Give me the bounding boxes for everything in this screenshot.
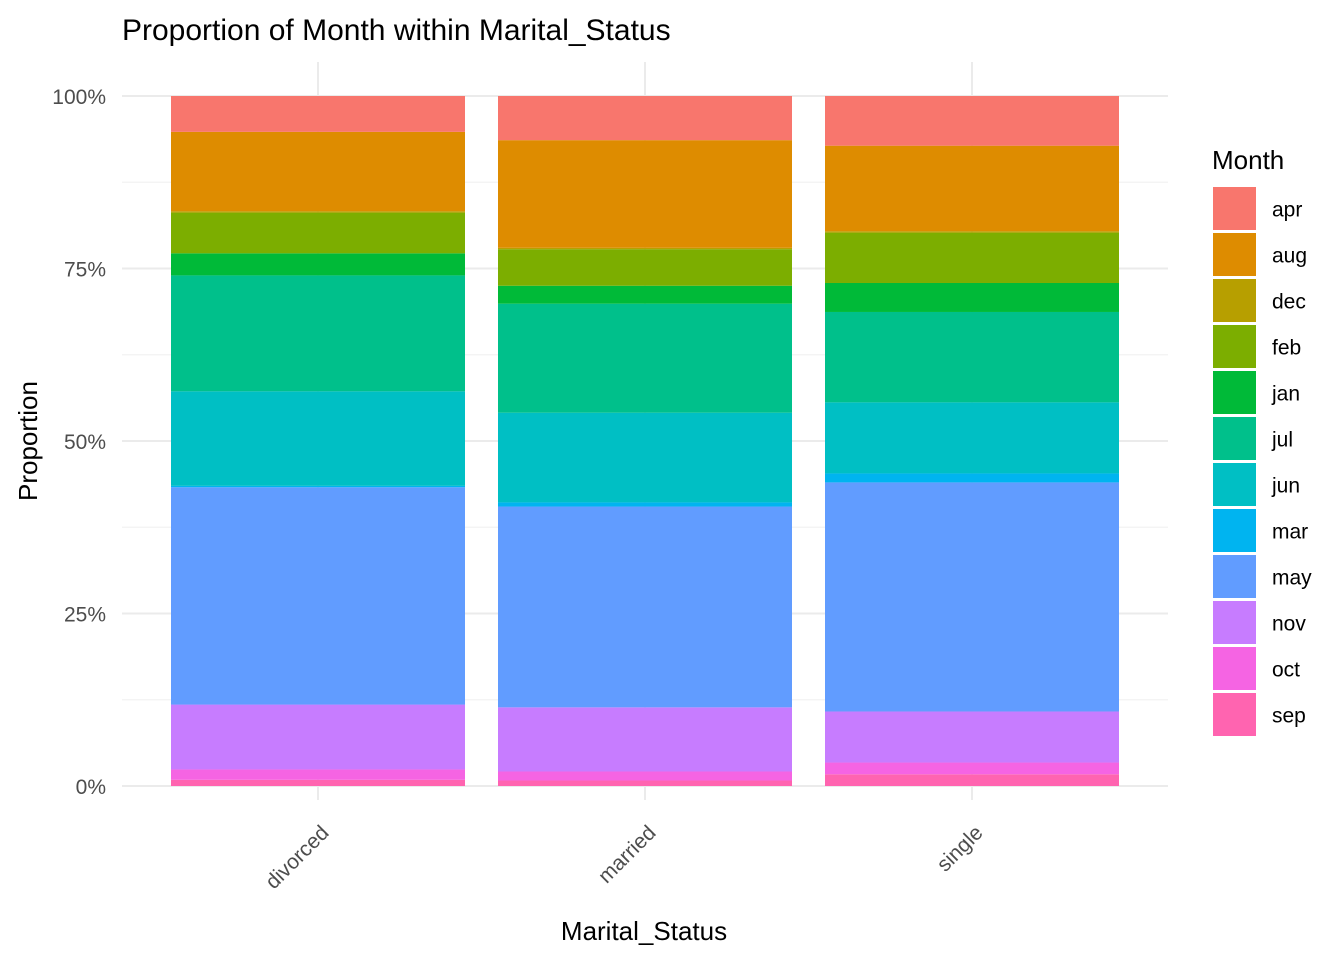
legend-item-dec: dec [1213,279,1306,322]
bar-segment-married-nov [498,707,792,772]
legend-key-jul [1213,417,1256,460]
bar-segment-single-jun [825,402,1119,474]
legend-key-apr [1213,187,1256,230]
legend-item-oct: oct [1213,647,1300,690]
bar-stack-married [498,96,792,786]
bar-segment-married-aug [498,140,792,248]
legend-item-aug: aug [1213,233,1307,276]
y-tick-label: 25% [64,604,106,627]
bars [171,96,1119,786]
bar-segment-divorced-feb [171,212,465,254]
legend-label-feb: feb [1272,337,1301,360]
bar-segment-single-sep [825,774,1119,786]
legend-key-mar [1213,509,1256,552]
y-axis-ticks: 0% 25% 50% 75% 100% [52,86,106,799]
bar-segment-divorced-aug [171,131,465,212]
legend-item-nov: nov [1213,601,1306,644]
legend-item-feb: feb [1213,325,1301,368]
legend-key-may [1213,555,1256,598]
x-tick-label: divorced [261,821,333,893]
legend-item-jul: jul [1213,417,1293,460]
legend-item-jun: jun [1213,463,1300,506]
legend-key-aug [1213,233,1256,276]
bar-segment-single-oct [825,762,1119,775]
bar-segment-divorced-dec [171,211,465,213]
legend-label-nov: nov [1272,613,1306,636]
x-axis-ticks: divorced married single [261,821,987,893]
bar-stack-divorced [171,96,465,786]
legend-label-aug: aug [1272,245,1307,268]
bar-segment-single-nov [825,711,1119,763]
bar-segment-married-jan [498,285,792,304]
bar-segment-divorced-jun [171,391,465,486]
bar-segment-married-sep [498,780,792,786]
bar-segment-married-feb [498,249,792,286]
y-axis-title: Proportion [13,381,43,501]
chart-title: Proportion of Month within Marital_Statu… [122,14,671,47]
x-tick-label: married [594,821,661,888]
legend-label-may: may [1272,567,1312,590]
legend-item-apr: apr [1213,187,1302,230]
legend-key-dec [1213,279,1256,322]
legend-item-jan: jan [1213,371,1300,414]
legend-title: Month [1212,145,1284,175]
bar-segment-divorced-jan [171,253,465,276]
bar-segment-divorced-may [171,487,465,705]
legend-item-may: may [1213,555,1312,598]
legend-label-jan: jan [1271,383,1300,406]
legend-label-oct: oct [1272,659,1300,682]
bar-segment-single-feb [825,232,1119,283]
legend-key-jun [1213,463,1256,506]
y-tick-label: 75% [64,259,106,282]
legend-key-oct [1213,647,1256,690]
bar-segment-single-apr [825,96,1119,146]
y-tick-label: 0% [76,776,106,799]
bar-segment-single-dec [825,231,1119,233]
bar-segment-married-jun [498,412,792,503]
bar-segment-divorced-apr [171,96,465,132]
legend-label-dec: dec [1272,291,1306,314]
legend-label-sep: sep [1272,705,1306,728]
x-axis-title: Marital_Status [561,916,727,946]
legend-key-nov [1213,601,1256,644]
bar-segment-married-may [498,506,792,708]
legend-label-mar: mar [1272,521,1308,544]
bar-segment-divorced-sep [171,779,465,786]
legend-label-jul: jul [1271,429,1293,452]
bar-segment-divorced-mar [171,485,465,488]
bar-segment-married-apr [498,96,792,141]
legend: Month apr aug dec feb jan jul jun mar may nov oct s… [1212,145,1312,736]
bar-segment-married-mar [498,502,792,507]
bar-segment-married-jul [498,303,792,413]
legend-key-jan [1213,371,1256,414]
legend-item-sep: sep [1213,693,1306,736]
bar-segment-married-oct [498,771,792,781]
legend-label-jun: jun [1271,475,1300,498]
y-tick-label: 100% [52,86,106,109]
bar-segment-single-jan [825,282,1119,312]
legend-key-feb [1213,325,1256,368]
bar-segment-single-mar [825,473,1119,483]
legend-key-sep [1213,693,1256,736]
bar-segment-single-jul [825,311,1119,403]
bar-segment-married-dec [498,247,792,250]
x-tick-label: single [932,821,987,876]
y-tick-label: 50% [64,431,106,454]
bar-segment-divorced-nov [171,704,465,770]
legend-items: apr aug dec feb jan jul jun mar may nov oct sep [1213,187,1312,736]
legend-item-mar: mar [1213,509,1308,552]
bar-stack-single [825,96,1119,786]
bar-segment-divorced-jul [171,275,465,392]
bar-segment-single-may [825,482,1119,712]
legend-label-apr: apr [1272,199,1302,222]
bar-segment-divorced-oct [171,769,465,780]
bar-segment-single-aug [825,145,1119,232]
